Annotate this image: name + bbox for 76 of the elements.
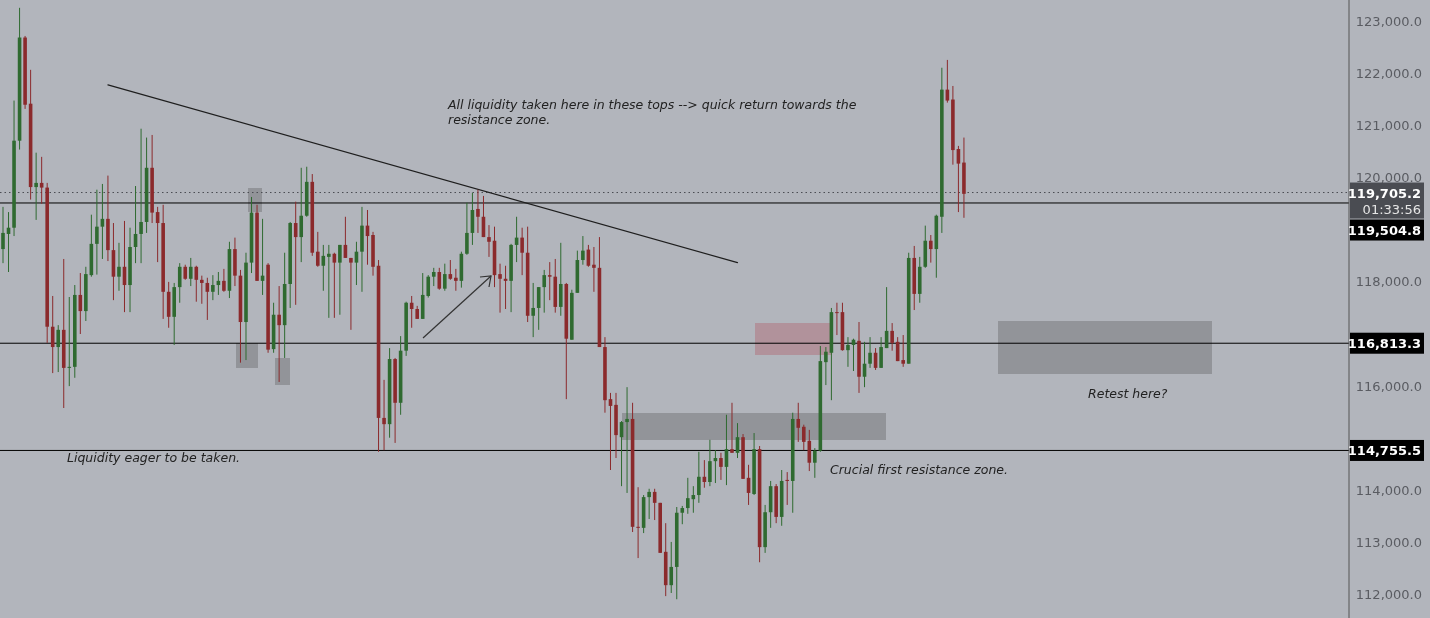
candlestick [315,231,320,268]
candlestick [592,246,596,293]
candlestick [498,263,502,314]
candlestick [211,274,215,301]
candlestick [349,257,353,331]
candlestick [222,268,226,293]
candlestick [669,541,674,594]
candlestick [338,244,342,316]
candlestick [520,227,524,276]
y-tick-label: 118,000.0 [1355,274,1422,290]
candlestick [647,488,651,520]
candlestick [487,224,491,258]
candlestick [686,477,690,515]
candlestick [476,189,480,234]
candlestick [697,451,701,504]
candlestick [929,234,933,264]
candlestick [730,402,734,454]
candlestick [796,402,801,443]
candlestick [50,295,55,374]
candlestick [801,424,806,451]
candlestick [531,282,535,338]
ref-line-label: 114,755.5 [1347,442,1421,458]
candlestick [139,128,143,264]
candlestick [454,268,458,292]
y-tick-label: 112,000.0 [1355,587,1422,603]
candlestick [547,261,552,301]
y-tick-label: 116,000.0 [1355,378,1422,394]
candlestick [558,242,563,317]
candlestick [67,296,72,387]
ref-line-label: 119,705.2 [1347,185,1421,201]
candlestick [846,336,850,368]
candlestick [890,322,894,352]
candlestick [824,346,828,386]
candlestick [785,471,790,506]
candlestick [277,285,281,383]
annotation: Retest here? [1088,386,1168,401]
annotation: Crucial first resistance zone. [830,462,1008,477]
y-tick-label: 120,000.0 [1355,170,1422,186]
candlestick [813,447,817,479]
candlestick [56,324,61,373]
candlestick [327,244,331,319]
candlestick [542,269,547,314]
candlestick [879,336,883,369]
candlestick [177,262,182,304]
candlestick [382,379,386,451]
y-tick-label: 122,000.0 [1355,65,1422,81]
candlestick [194,265,199,303]
candlestick [188,257,193,287]
text: 01:33:56 [1362,201,1421,217]
candlestick [625,386,629,494]
candlestick [708,439,712,487]
y-tick-label: 121,000.0 [1355,118,1422,134]
y-tick-label: 123,000.0 [1355,13,1422,29]
candlestick [437,267,442,291]
candlestick [95,189,99,276]
candlestick [465,202,469,256]
candlestick [299,167,304,263]
candlestick [431,267,436,287]
annotation: Liquidity eager to be taken. [67,450,241,465]
candlestick [34,152,38,221]
candlestick [901,334,905,368]
candlestick [680,505,685,525]
candlestick [1,206,5,264]
candlestick [200,275,204,305]
ref-line-label: 119,504.8 [1347,222,1421,238]
candlestick [117,242,121,292]
candlestick [719,452,723,481]
ref-line-label: 116,813.3 [1347,335,1421,351]
y-tick-label: 114,000.0 [1355,482,1422,498]
candlestick [581,235,585,266]
candlestick [868,336,872,369]
candlestick [636,486,640,559]
candlestick [835,302,839,336]
annotation: All liquidity taken here in these tops --> quick return towards the resistance zone. [447,97,857,127]
y-tick-label: 113,000.0 [1355,534,1422,550]
candlestick [443,263,447,292]
